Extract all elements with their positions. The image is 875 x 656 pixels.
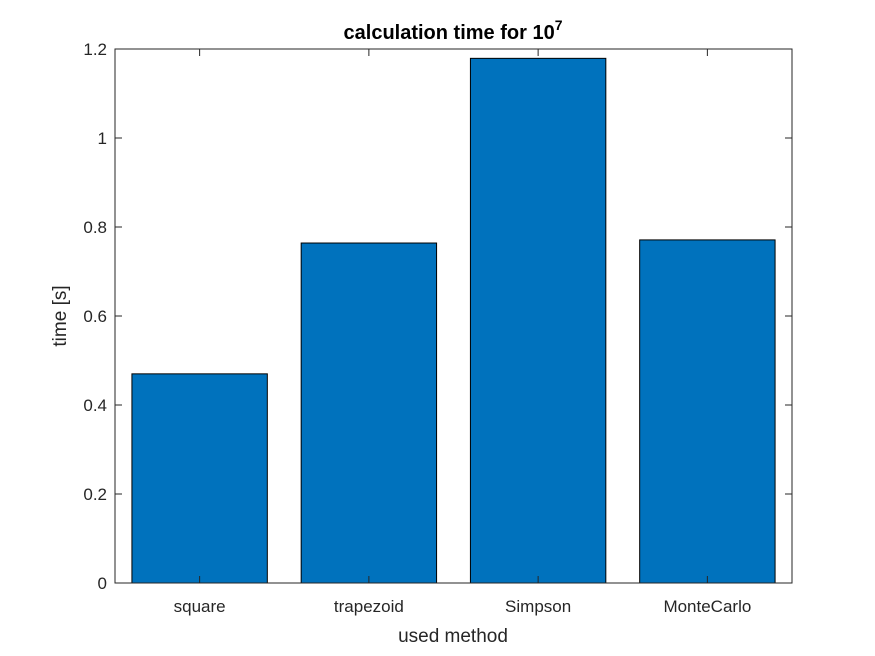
x-axis-label: used method <box>398 626 508 647</box>
y-tick-label: 0.8 <box>83 218 107 237</box>
x-ticks-group: square trapezoid Simpson MonteCarlo <box>174 49 751 616</box>
bar-montecarlo <box>639 239 776 584</box>
bar-simpson <box>469 57 607 584</box>
chart-title-superscript: 7 <box>555 17 563 33</box>
chart-title-text: calculation time for 10 <box>344 22 555 44</box>
x-tick-label-square: square <box>174 597 226 616</box>
y-tick-label: 1.2 <box>83 40 107 59</box>
x-tick-label-montecarlo: MonteCarlo <box>663 597 751 616</box>
y-tick-label: 0.2 <box>83 485 107 504</box>
y-tick-label: 0.4 <box>83 396 107 415</box>
y-tick-label: 0.6 <box>83 307 107 326</box>
y-ticks-group: 0 0.2 0.4 0.6 0.8 1 1.2 <box>83 40 792 593</box>
x-tick-label-simpson: Simpson <box>505 597 571 616</box>
bar-trapezoid <box>300 242 438 584</box>
bar-square <box>131 373 268 584</box>
y-tick-label: 0 <box>98 574 107 593</box>
bars-group <box>131 57 776 584</box>
x-tick-label-trapezoid: trapezoid <box>334 597 404 616</box>
y-tick-label: 1 <box>98 129 107 148</box>
y-axis-label: time [s] <box>50 285 71 346</box>
chart-title: calculation time for 107 <box>344 17 563 44</box>
